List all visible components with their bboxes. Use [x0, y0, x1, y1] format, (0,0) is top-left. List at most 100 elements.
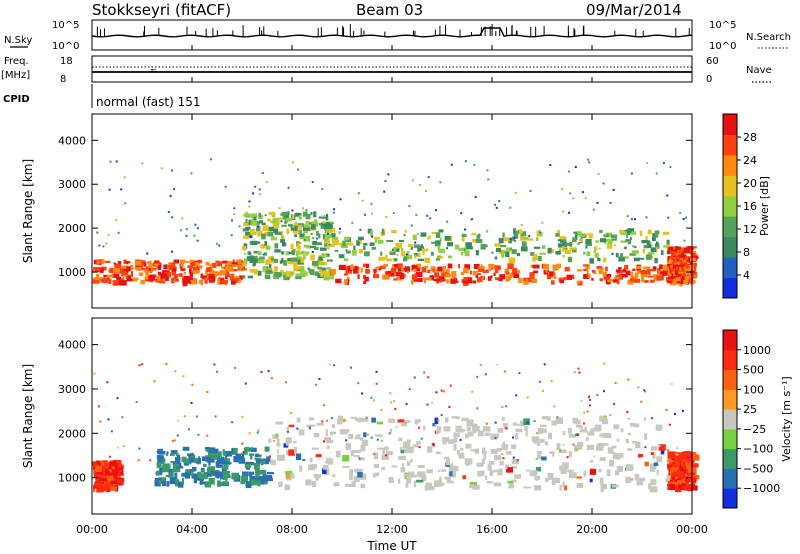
velocity-cell: [92, 461, 100, 467]
power-cell: [347, 267, 352, 271]
power-cell: [432, 268, 435, 273]
power-cell: [252, 256, 258, 259]
power-cell: [378, 267, 382, 271]
power-cell: [113, 262, 117, 265]
velocity-cell: [668, 451, 676, 459]
power-cell: [267, 231, 274, 237]
power-cell: [325, 253, 330, 257]
velocity-cell: [505, 464, 509, 470]
power-cell: [541, 221, 544, 224]
power-cell: [374, 236, 381, 240]
velocity-cell: [404, 472, 410, 480]
power-cell: [317, 242, 322, 246]
power-cell: [377, 239, 384, 244]
power-cell: [397, 268, 403, 272]
power-cell: [451, 271, 457, 276]
velocity-cell: [255, 459, 262, 464]
velocity-cell: [469, 481, 477, 486]
velocity-data: [92, 362, 700, 493]
power-cell: [233, 276, 239, 280]
velocity-cell: [201, 456, 207, 461]
velocity-cell: [558, 449, 567, 454]
velocity-cell: [470, 449, 479, 452]
velocity-cell: [366, 433, 369, 436]
velocity-cell: [455, 425, 462, 429]
power-cell: [222, 260, 228, 264]
velocity-cell: [361, 439, 369, 446]
velocity-cell: [99, 420, 102, 423]
power-cell: [267, 218, 272, 222]
power-cell: [258, 193, 261, 196]
power-cell: [434, 272, 440, 278]
power-cell: [438, 248, 445, 253]
power-cell: [250, 213, 258, 219]
power-cell: [171, 271, 176, 276]
x-tick-label: 00:00: [76, 523, 108, 536]
power-cell: [494, 265, 501, 271]
velocity-cell: [267, 370, 270, 373]
velocity-cell: [110, 480, 117, 484]
velocity-cell: [203, 472, 212, 477]
power-cell: [472, 238, 478, 243]
velocity-cell: [388, 477, 394, 482]
velocity-cell: [322, 468, 327, 475]
power-cell: [296, 243, 300, 249]
velocity-cell: [674, 456, 677, 463]
velocity-cell: [656, 456, 663, 462]
power-cell: [284, 221, 287, 224]
power-cell: [274, 232, 282, 235]
velocity-cell: [473, 429, 477, 434]
power-cell: [464, 264, 470, 270]
power-cell: [505, 271, 510, 275]
power-cell: [637, 269, 642, 274]
velocity-cell: [421, 474, 427, 482]
velocity-cell: [413, 474, 417, 478]
velocity-cell: [258, 469, 267, 475]
velocity-cell: [176, 466, 184, 469]
velocity-cell: [635, 441, 641, 449]
velocity-cell: [95, 475, 98, 482]
velocity-cell: [666, 475, 670, 481]
velocity-cell: [467, 431, 474, 437]
power-cell: [173, 259, 179, 264]
velocity-cell: [217, 451, 222, 458]
velocity-cell: [209, 447, 216, 454]
power-cell: [515, 269, 520, 274]
power-cell: [494, 277, 500, 280]
power-cell: [495, 206, 498, 209]
power-cell: [529, 189, 532, 192]
power-cell: [543, 245, 546, 249]
velocity-cell: [598, 469, 602, 473]
velocity-cell: [478, 430, 484, 437]
velocity-cell: [109, 469, 117, 474]
power-cell: [238, 264, 244, 268]
power-cell: [494, 243, 502, 247]
power-cell: [257, 259, 265, 263]
power-cell: [643, 244, 649, 249]
power-cell: [330, 269, 334, 273]
power-cell: [566, 274, 572, 280]
power-cell: [464, 160, 467, 163]
power-cell: [308, 268, 313, 274]
power-cell: [329, 227, 335, 233]
velocity-cell: [670, 383, 673, 385]
velocity-cell: [586, 444, 595, 450]
power-cell: [232, 263, 239, 267]
velocity-cell: [254, 453, 260, 458]
power-cell: [401, 266, 404, 273]
power-cell: [282, 243, 284, 245]
power-cell: [561, 188, 564, 191]
velocity-cell: [432, 444, 435, 447]
power-cell: [629, 253, 636, 256]
velocity-cell: [686, 484, 689, 491]
velocity-cell: [199, 481, 206, 485]
velocity-cell: [316, 422, 324, 426]
power-cell: [250, 220, 257, 226]
power-cell: [650, 247, 657, 252]
power-cell: [124, 261, 131, 264]
power-cell: [493, 272, 496, 276]
velocity-cell: [490, 433, 497, 440]
velocity-cell: [182, 375, 185, 378]
power-cell: [681, 274, 686, 278]
